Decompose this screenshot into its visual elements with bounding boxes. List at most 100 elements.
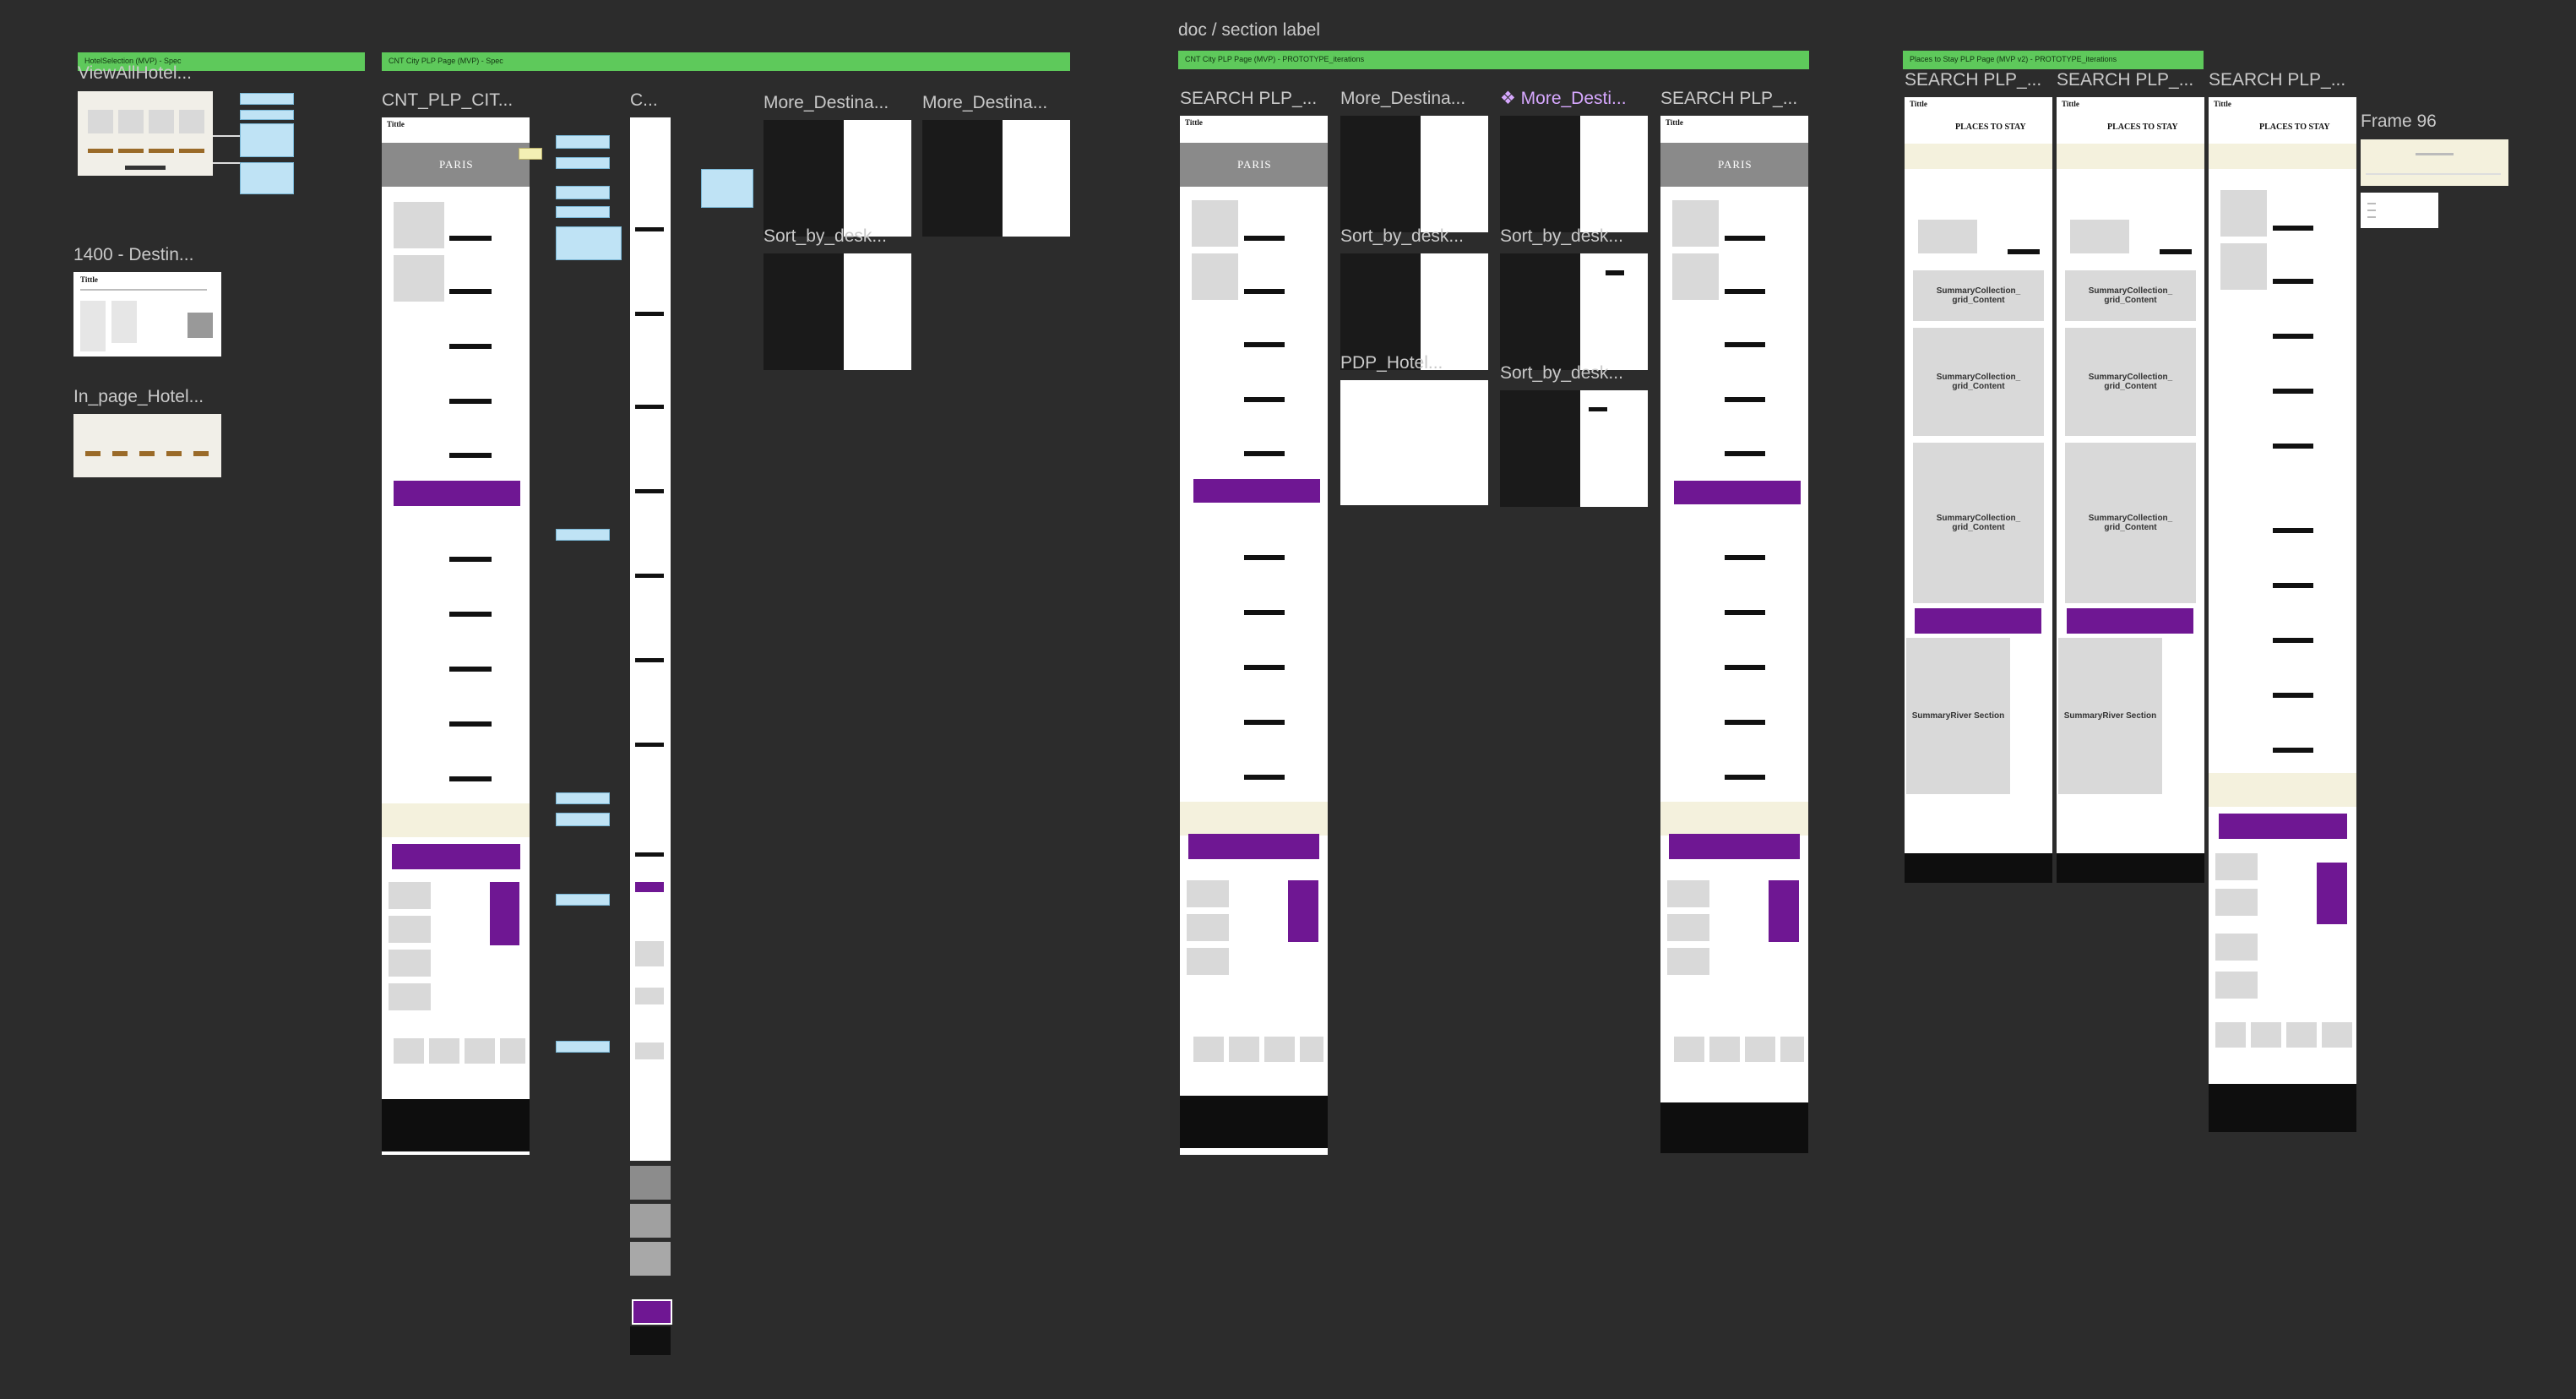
frame-label-sort-by-desk-4[interactable]: Sort_by_desk... bbox=[1500, 363, 1623, 383]
hero-banner: PARIS bbox=[1180, 143, 1328, 187]
frame-more-destina-2[interactable] bbox=[922, 120, 1070, 237]
thumb bbox=[389, 950, 431, 977]
frame-c[interactable] bbox=[630, 117, 671, 1161]
panel bbox=[844, 120, 911, 237]
frame-label-search-plp-4[interactable]: SEARCH PLP_... bbox=[2057, 70, 2194, 90]
section-bar-places-prototype[interactable]: Places to Stay PLP Page (MVP v2) - PROTO… bbox=[1903, 51, 2204, 69]
section-bar-hotel-selection[interactable]: HotelSelection (MVP) - Spec bbox=[78, 52, 365, 71]
frame-label-search-plp-1[interactable]: SEARCH PLP_... bbox=[1180, 89, 1318, 108]
annotation-note[interactable] bbox=[556, 157, 610, 169]
card-button bbox=[2273, 528, 2313, 533]
annotation-note[interactable] bbox=[240, 110, 294, 120]
purple-cta bbox=[2219, 814, 2347, 839]
card-button bbox=[449, 721, 492, 727]
annotation-note[interactable] bbox=[556, 529, 610, 541]
section-label[interactable]: doc / section label bbox=[1178, 20, 1321, 40]
bar bbox=[635, 574, 664, 578]
annotation-note[interactable] bbox=[701, 169, 753, 208]
annotation-note[interactable] bbox=[556, 792, 610, 804]
purple-cta bbox=[1669, 834, 1800, 859]
sub-frame[interactable] bbox=[630, 1166, 671, 1200]
annotation-note[interactable] bbox=[556, 135, 610, 149]
frame-search-plp-4[interactable]: Tittle PLACES TO STAY SummaryCollection_… bbox=[2057, 97, 2204, 883]
frame-label-more-destina-3[interactable]: More_Destina... bbox=[1340, 89, 1466, 108]
panel bbox=[844, 253, 911, 370]
purple-cta bbox=[635, 882, 664, 892]
button bbox=[125, 166, 166, 170]
annotation-note[interactable] bbox=[240, 162, 294, 194]
annotation-note[interactable] bbox=[556, 813, 610, 826]
frame-label-view-all-hotel[interactable]: ViewAllHotel... bbox=[78, 63, 193, 83]
purple-cta bbox=[1193, 479, 1320, 503]
frame-more-destina-3[interactable] bbox=[1340, 116, 1488, 232]
places-title: PLACES TO STAY bbox=[1955, 122, 2026, 132]
frame-pdp-hotel[interactable] bbox=[1340, 380, 1488, 505]
frame-label-c[interactable]: C... bbox=[630, 90, 658, 110]
frame-96-dropdown[interactable] bbox=[2361, 193, 2438, 228]
annotation-note[interactable] bbox=[556, 1041, 610, 1053]
sub-frame-purple[interactable] bbox=[632, 1299, 672, 1325]
bar bbox=[635, 743, 664, 747]
summary-collection: SummaryCollection_ grid_Content bbox=[2065, 443, 2196, 603]
frame-label-frame-96[interactable]: Frame 96 bbox=[2361, 112, 2437, 131]
annotation-note[interactable] bbox=[240, 123, 294, 157]
comment-note[interactable] bbox=[519, 148, 542, 160]
annotation-note[interactable] bbox=[556, 206, 610, 218]
thumb bbox=[2215, 889, 2258, 916]
frame-label-cnt-plp-cit[interactable]: CNT_PLP_CIT... bbox=[382, 90, 514, 110]
frame-search-plp-2[interactable]: Tittle PARIS bbox=[1660, 116, 1808, 1153]
frame-96[interactable] bbox=[2361, 139, 2508, 186]
sub-frame[interactable] bbox=[630, 1204, 671, 1238]
info-strip bbox=[382, 803, 530, 837]
text-line bbox=[2367, 216, 2376, 218]
frame-sort-by-desk-2[interactable] bbox=[1340, 253, 1488, 370]
frame-more-desti-component[interactable] bbox=[1500, 116, 1648, 232]
bar bbox=[635, 852, 664, 857]
frame-label-sort-by-desk-3[interactable]: Sort_by_desk... bbox=[1500, 226, 1623, 246]
frame-label-more-destina-2[interactable]: More_Destina... bbox=[922, 93, 1048, 112]
thumb bbox=[1187, 880, 1229, 907]
annotation-note[interactable] bbox=[556, 894, 610, 906]
thumb bbox=[2215, 1022, 2246, 1048]
frame-sort-by-desk-4[interactable] bbox=[1500, 390, 1648, 507]
frame-label-search-plp-3[interactable]: SEARCH PLP_... bbox=[1905, 70, 2042, 90]
frame-label-pdp-hotel[interactable]: PDP_Hotel... bbox=[1340, 353, 1443, 373]
frame-search-plp-5[interactable]: Tittle PLACES TO STAY bbox=[2209, 97, 2356, 1132]
text-line bbox=[2416, 153, 2454, 155]
summary-collection: SummaryCollection_ grid_Content bbox=[2065, 270, 2196, 321]
frame-label-destin-1400[interactable]: 1400 - Destin... bbox=[73, 245, 194, 264]
card-image bbox=[2070, 220, 2129, 253]
annotation-note[interactable] bbox=[556, 226, 622, 260]
frame-more-destina-1[interactable] bbox=[764, 120, 911, 237]
frame-label-search-plp-5[interactable]: SEARCH PLP_... bbox=[2209, 70, 2346, 90]
frame-label-sort-by-desk-1[interactable]: Sort_by_desk... bbox=[764, 226, 887, 246]
frame-search-plp-3[interactable]: Tittle PLACES TO STAY SummaryCollection_… bbox=[1905, 97, 2052, 883]
logo: Tittle bbox=[2214, 100, 2231, 108]
sub-frame-footer[interactable] bbox=[630, 1326, 671, 1355]
frame-cnt-plp-cit[interactable]: Tittle PARIS bbox=[382, 117, 530, 1155]
frame-label-search-plp-2[interactable]: SEARCH PLP_... bbox=[1660, 89, 1798, 108]
card-button bbox=[1244, 665, 1285, 670]
frame-sort-by-desk-1[interactable] bbox=[764, 253, 911, 370]
frame-sort-by-desk-3[interactable] bbox=[1500, 253, 1648, 370]
section-bar-cnt-spec[interactable]: CNT City PLP Page (MVP) - Spec bbox=[382, 52, 1070, 71]
annotation-note[interactable] bbox=[240, 93, 294, 105]
card-button bbox=[1725, 289, 1765, 294]
frame-in-page-hotel[interactable] bbox=[73, 414, 221, 477]
frame-label-more-desti-component[interactable]: ❖ More_Desti... bbox=[1500, 89, 1627, 108]
thumb bbox=[2215, 972, 2258, 999]
section-bar-cnt-prototype[interactable]: CNT City PLP Page (MVP) - PROTOTYPE_iter… bbox=[1178, 51, 1809, 69]
frame-label-in-page-hotel[interactable]: In_page_Hotel... bbox=[73, 387, 204, 406]
purple-ad bbox=[2317, 863, 2347, 924]
frame-label-more-destina-1[interactable]: More_Destina... bbox=[764, 93, 889, 112]
frame-destin-1400[interactable]: Tittle bbox=[73, 272, 221, 357]
panel bbox=[1421, 116, 1488, 232]
sub-frame[interactable] bbox=[630, 1242, 671, 1276]
frame-search-plp-1[interactable]: Tittle PARIS bbox=[1180, 116, 1328, 1155]
frame-view-all-hotel[interactable] bbox=[78, 91, 213, 176]
card-button bbox=[1244, 720, 1285, 725]
logo: Tittle bbox=[1666, 118, 1683, 127]
frame-label-sort-by-desk-2[interactable]: Sort_by_desk... bbox=[1340, 226, 1464, 246]
annotation-note[interactable] bbox=[556, 186, 610, 199]
bar bbox=[635, 227, 664, 231]
